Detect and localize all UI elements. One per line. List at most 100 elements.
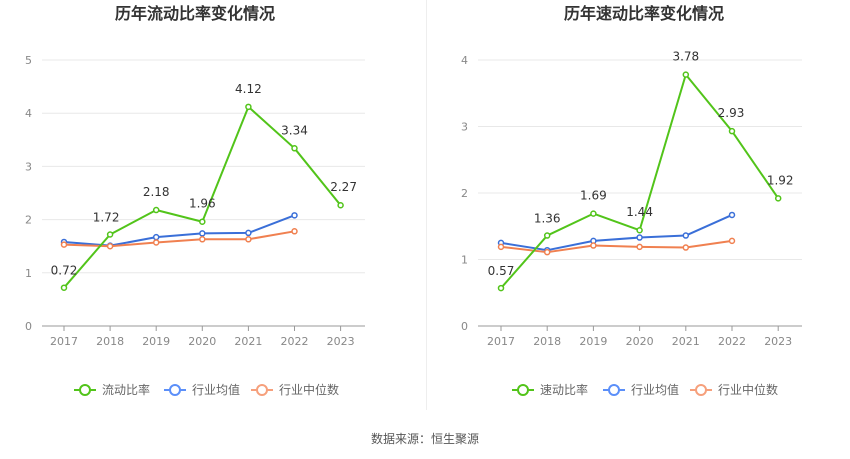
x-tick-label: 2021 <box>672 335 700 348</box>
data-point <box>152 206 160 214</box>
legend-label: 流动比率 <box>102 382 150 397</box>
data-point <box>106 231 114 238</box>
data-point <box>199 236 206 243</box>
data-label: 1.96 <box>189 197 216 211</box>
data-point <box>291 145 298 152</box>
legend-label: 行业中位数 <box>718 382 778 397</box>
data-label: 2.27 <box>330 180 357 194</box>
y-tick-label: 0 <box>25 320 32 333</box>
data-label: 1.69 <box>580 189 607 203</box>
x-tick-label: 2021 <box>234 335 262 348</box>
y-tick-label: 4 <box>461 54 468 67</box>
data-label: 3.34 <box>281 123 308 137</box>
data-point <box>199 218 206 225</box>
data-point <box>245 103 252 111</box>
legend-label: 速动比率 <box>540 382 588 397</box>
y-tick-label: 5 <box>25 54 32 67</box>
legend-label: 行业均值 <box>192 382 240 397</box>
data-point <box>682 244 690 251</box>
current-ratio-chart: 历年流动比率变化情况 0 1 2 3 4 5 2017 2018 2019 2020 2021 2022… <box>25 4 365 397</box>
legend-item[interactable]: 行业中位数 <box>690 382 778 397</box>
x-tick-label: 2018 <box>96 335 124 348</box>
data-point <box>291 228 298 235</box>
legend-item[interactable]: 行业均值 <box>164 382 240 397</box>
legend-marker-icon <box>169 384 181 396</box>
y-tick-label: 3 <box>461 121 468 134</box>
data-label: 1.44 <box>626 205 653 219</box>
data-point <box>682 232 690 239</box>
data-point <box>636 243 643 251</box>
data-label: 4.12 <box>235 82 262 96</box>
legend-label: 行业均值 <box>631 382 679 397</box>
data-point <box>60 241 68 248</box>
data-point <box>543 248 551 256</box>
x-tick-label: 2023 <box>764 335 792 348</box>
data-label: 1.72 <box>93 210 120 224</box>
legend-marker-icon <box>256 384 268 396</box>
data-source-text: 数据来源：恒生聚源 <box>371 431 479 446</box>
data-label: 0.57 <box>488 264 515 278</box>
data-point <box>774 195 782 202</box>
data-point <box>152 233 160 241</box>
y-tick-label: 1 <box>25 267 32 280</box>
x-tick-label: 2022 <box>718 335 746 348</box>
legend-label: 行业中位数 <box>279 382 339 397</box>
legend-item[interactable]: 速动比率 <box>512 382 588 397</box>
data-point <box>590 210 597 217</box>
data-point <box>337 201 344 209</box>
legend-item[interactable]: 流动比率 <box>74 382 150 397</box>
chart-title: 历年流动比率变化情况 <box>115 4 275 23</box>
data-point <box>636 226 643 234</box>
x-tick-label: 2017 <box>50 335 78 348</box>
legend-marker-icon <box>517 384 529 396</box>
series-line <box>63 230 295 248</box>
y-tick-label: 0 <box>461 320 468 333</box>
panel-divider <box>426 0 427 410</box>
data-point <box>497 284 505 292</box>
y-tick-label: 3 <box>25 160 32 173</box>
data-label: 1.92 <box>767 173 794 187</box>
x-tick-label: 2019 <box>579 335 607 348</box>
series-line <box>500 239 733 254</box>
x-tick-label: 2023 <box>327 335 355 348</box>
chart-title: 历年速动比率变化情况 <box>564 4 724 23</box>
data-point <box>543 232 551 239</box>
data-point <box>497 243 505 251</box>
x-tick-label: 2018 <box>533 335 561 348</box>
y-tick-label: 1 <box>461 254 468 267</box>
x-tick-label: 2019 <box>142 335 170 348</box>
data-point <box>728 127 736 135</box>
data-label: 1.36 <box>534 212 561 226</box>
y-tick-label: 2 <box>25 214 32 227</box>
data-point <box>728 211 736 219</box>
x-tick-label: 2020 <box>626 335 654 348</box>
data-label: 2.93 <box>718 106 745 120</box>
legend-item[interactable]: 行业均值 <box>603 382 679 397</box>
data-point <box>291 212 298 219</box>
data-point <box>199 230 206 237</box>
series-line <box>500 214 733 252</box>
data-point <box>106 242 114 250</box>
data-point <box>245 236 252 243</box>
data-point <box>636 234 643 241</box>
legend-marker-icon <box>79 384 91 396</box>
y-tick-label: 2 <box>461 187 468 200</box>
y-tick-label: 4 <box>25 107 32 120</box>
x-tick-label: 2022 <box>281 335 309 348</box>
data-point <box>60 284 68 291</box>
data-label: 3.78 <box>672 50 699 64</box>
x-tick-label: 2020 <box>188 335 216 348</box>
data-point <box>682 71 690 78</box>
legend-item[interactable]: 行业中位数 <box>251 382 339 397</box>
legend-marker-icon <box>695 384 707 396</box>
data-label: 0.72 <box>51 264 78 278</box>
data-label: 2.18 <box>143 185 170 199</box>
data-point <box>728 237 736 245</box>
quick-ratio-chart: 历年速动比率变化情况 0 1 2 3 4 2017 2018 2019 2020 2021 2022 2… <box>461 4 802 397</box>
data-point <box>590 242 597 249</box>
x-tick-label: 2017 <box>487 335 515 348</box>
legend-marker-icon <box>608 384 620 396</box>
data-point <box>245 229 252 237</box>
data-point <box>152 239 160 246</box>
